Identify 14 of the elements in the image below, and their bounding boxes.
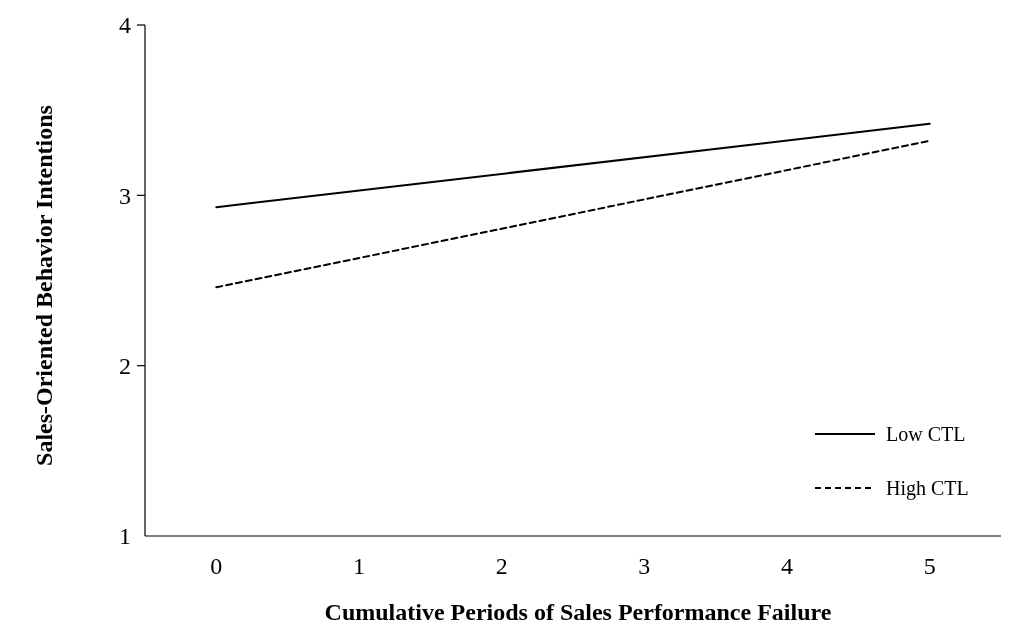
y-tick-label: 1 <box>119 523 131 550</box>
x-tick-label: 0 <box>210 553 223 579</box>
x-tick-label: 1 <box>353 553 365 579</box>
x-tick-label: 5 <box>923 553 936 579</box>
x-tick-label: 4 <box>781 553 793 579</box>
y-axis-title: Sales-Oriented Behavior Intentions <box>31 105 57 466</box>
x-tick-label: 3 <box>638 553 651 579</box>
legend-label: Low CTL <box>886 423 966 445</box>
legend-label: High CTL <box>886 477 969 500</box>
y-tick-label: 4 <box>119 12 131 39</box>
y-tick-label: 2 <box>119 353 131 380</box>
y-tick-label: 3 <box>119 182 131 209</box>
x-tick-label: 2 <box>495 553 508 579</box>
x-axis-title: Cumulative Periods of Sales Performance Failure <box>324 599 832 625</box>
